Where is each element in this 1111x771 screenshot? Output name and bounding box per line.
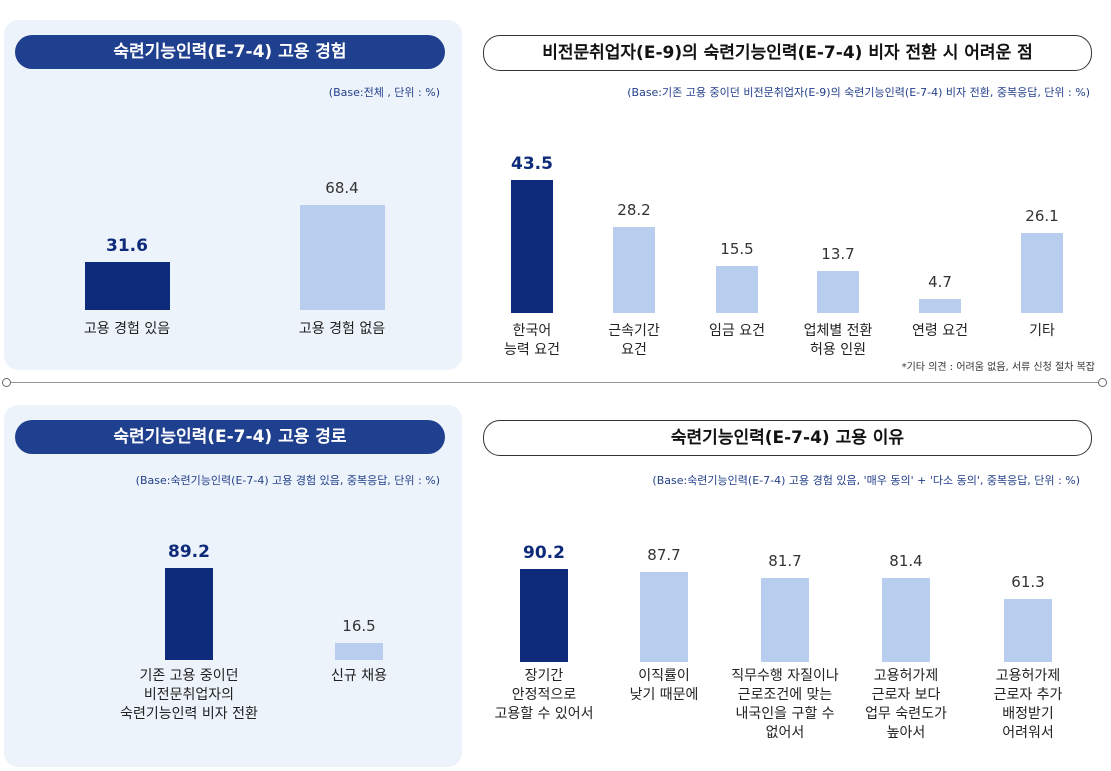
value-label: 26.1 — [1025, 207, 1059, 226]
category-label: 신규 채용 — [331, 668, 387, 684]
bar — [84, 261, 170, 310]
value-label: 15.5 — [720, 239, 754, 258]
bar — [919, 298, 961, 313]
value-label: 13.7 — [821, 245, 855, 264]
divider — [8, 382, 1099, 383]
bar — [165, 568, 213, 660]
bar — [1021, 233, 1063, 313]
category-label: 이직률이 낮기 때문에 — [629, 668, 699, 703]
category-label: 임금 요건 — [709, 323, 765, 339]
category-label: 직무수행 자질이나 근로조건에 맞는 내국인을 구할 수 없어서 — [731, 668, 839, 741]
value-label: 43.5 — [511, 153, 553, 174]
bar — [613, 226, 655, 313]
chart-title: 숙련기능인력(E-7-4) 고용 이유 — [483, 420, 1092, 456]
category-label: 고용허가제 근로자 보다 업무 숙련도가 높아서 — [865, 668, 947, 741]
bar — [882, 578, 930, 662]
value-label: 4.7 — [928, 272, 952, 291]
chart-subtitle: (Base:숙련기능인력(E-7-4) 고용 경험 있음, '매우 동의' + … — [652, 474, 1080, 487]
category-label: 한국어 능력 요건 — [504, 323, 560, 358]
chart-title: 숙련기능인력(E-7-4) 고용 경험 — [15, 35, 445, 69]
value-label: 90.2 — [523, 543, 565, 564]
bar — [716, 265, 758, 313]
bar — [817, 271, 859, 313]
category-label: 연령 요건 — [912, 323, 968, 339]
panel — [4, 405, 462, 767]
value-label: 81.4 — [889, 552, 923, 571]
category-label: 고용 경험 있음 — [83, 321, 171, 337]
footnote: *기타 의견 : 어려움 없음, 서류 신청 절차 복잡 — [901, 362, 1095, 373]
bar — [640, 571, 688, 662]
value-label: 61.3 — [1011, 572, 1045, 591]
chart-subtitle: (Base:전체 , 단위 : %) — [328, 86, 440, 99]
bar — [299, 205, 385, 310]
bar — [761, 577, 809, 662]
value-label: 68.4 — [325, 179, 359, 198]
value-label: 31.6 — [106, 235, 148, 256]
bar — [520, 569, 568, 662]
bar — [511, 179, 553, 313]
value-label: 89.2 — [168, 542, 210, 563]
value-label: 87.7 — [647, 545, 681, 564]
bar — [335, 643, 383, 660]
category-label: 고용허가제 근로자 추가 배정받기 어려워서 — [993, 668, 1063, 741]
category-label: 기타 — [1029, 323, 1055, 339]
bar — [1004, 598, 1052, 662]
divider-dot — [2, 378, 11, 387]
value-label: 81.7 — [768, 551, 802, 570]
chart-subtitle: (Base:기존 고용 중이던 비전문취업자(E-9)의 숙련기능인력(E-7-… — [627, 86, 1090, 99]
chart-title: 비전문취업자(E-9)의 숙련기능인력(E-7-4) 비자 전환 시 어려운 점 — [483, 35, 1092, 71]
panel — [4, 20, 462, 370]
chart-subtitle: (Base:숙련기능인력(E-7-4) 고용 경험 있음, 중복응답, 단위 :… — [135, 474, 440, 487]
value-label: 28.2 — [617, 200, 651, 219]
category-label: 고용 경험 없음 — [298, 321, 386, 337]
category-label: 업체별 전환 허용 인원 — [803, 323, 873, 358]
category-label: 기존 고용 중이던 비전문취업자의 숙련기능인력 비자 전환 — [120, 668, 258, 722]
chart-title: 숙련기능인력(E-7-4) 고용 경로 — [15, 420, 445, 454]
value-label: 16.5 — [342, 617, 376, 635]
category-label: 장기간 안정적으로 고용할 수 있어서 — [494, 668, 594, 722]
divider-dot — [1098, 378, 1107, 387]
category-label: 근속기간 요건 — [608, 323, 660, 358]
